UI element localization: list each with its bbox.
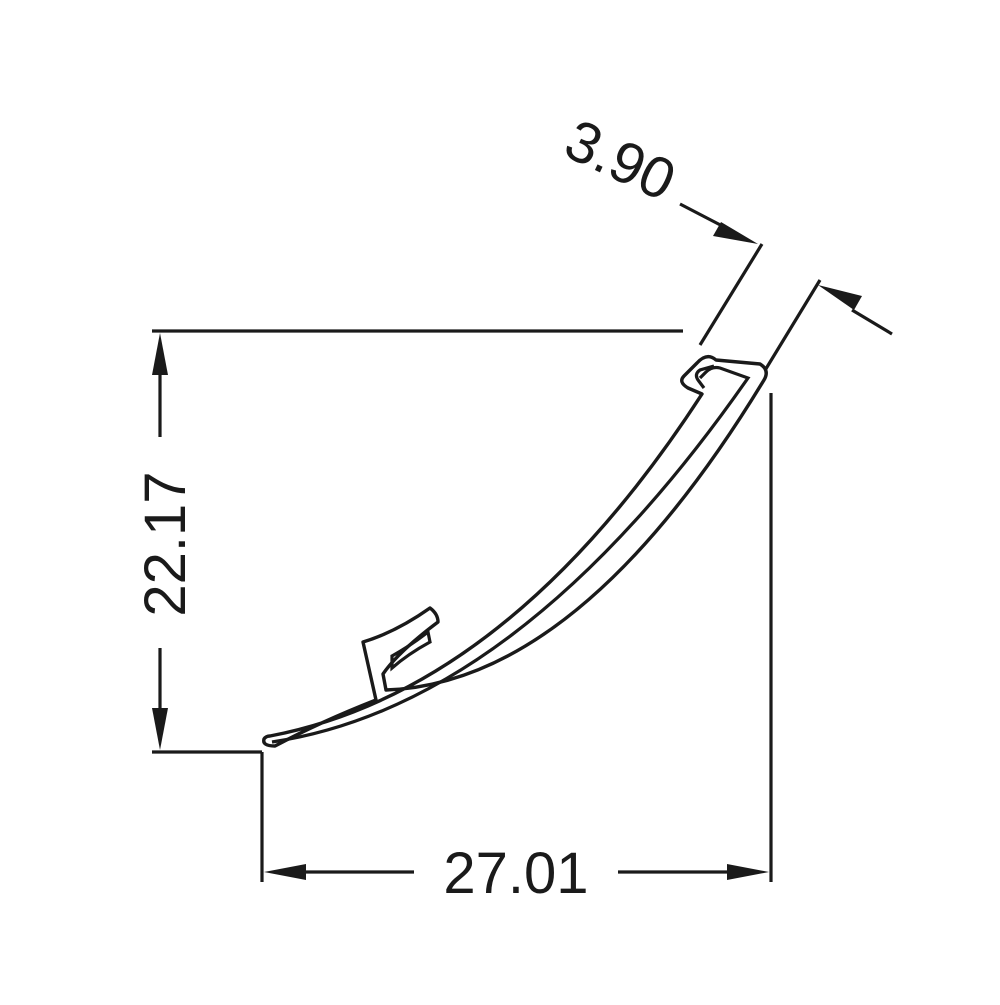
width-dimension-label: 27.01 [443, 841, 588, 906]
height-arrow-bottom [152, 708, 168, 750]
height-dimension: 22.17 [133, 333, 198, 750]
thickness-dimension-label: 3.90 [555, 107, 685, 214]
width-dimension: 27.01 [264, 841, 769, 906]
width-arrow-right [727, 864, 769, 880]
width-arrow-left [264, 864, 306, 880]
corner-profile-outline [262, 354, 768, 748]
profile-inner-channel [271, 365, 751, 744]
thickness-extension-line-2 [762, 279, 822, 373]
thickness-arrow-1 [713, 222, 758, 244]
height-arrow-top [152, 333, 168, 375]
thickness-extension-line-1 [698, 243, 764, 346]
lower-clip-detail [390, 629, 432, 672]
thickness-arrow-2 [818, 285, 862, 310]
upper-clip-detail [694, 364, 715, 389]
thickness-leader-line-2 [851, 308, 893, 336]
height-dimension-label: 22.17 [133, 471, 198, 616]
